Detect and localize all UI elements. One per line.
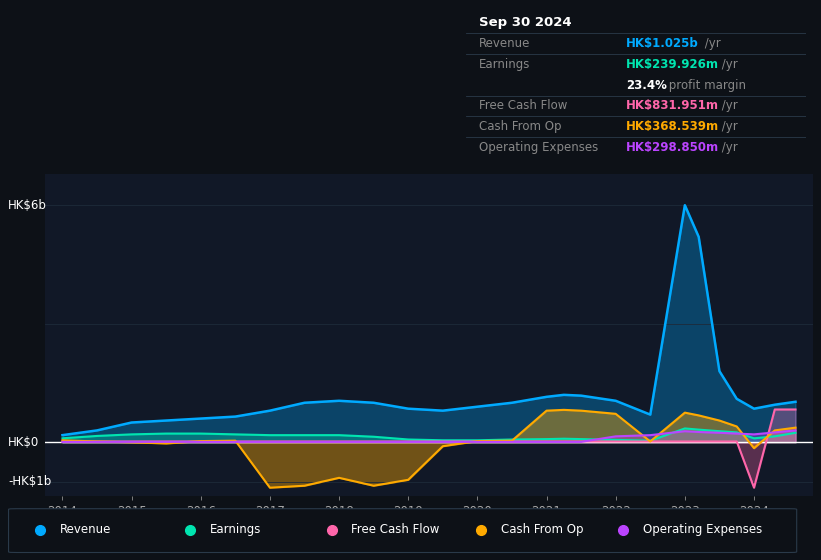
Text: /yr: /yr [700, 37, 720, 50]
Text: /yr: /yr [718, 100, 737, 113]
Text: Operating Expenses: Operating Expenses [479, 141, 599, 154]
Text: Operating Expenses: Operating Expenses [643, 523, 762, 536]
FancyBboxPatch shape [8, 508, 796, 553]
Text: HK$831.951m: HK$831.951m [626, 100, 718, 113]
Text: profit margin: profit margin [665, 78, 745, 92]
Text: Earnings: Earnings [479, 58, 530, 71]
Text: HK$0: HK$0 [8, 436, 39, 449]
Text: Earnings: Earnings [209, 523, 261, 536]
Text: Cash From Op: Cash From Op [501, 523, 584, 536]
Text: HK$298.850m: HK$298.850m [626, 141, 718, 154]
Text: HK$6b: HK$6b [8, 199, 47, 212]
Text: Free Cash Flow: Free Cash Flow [351, 523, 440, 536]
Text: Free Cash Flow: Free Cash Flow [479, 100, 567, 113]
Text: /yr: /yr [718, 141, 737, 154]
Text: Revenue: Revenue [479, 37, 530, 50]
Text: 23.4%: 23.4% [626, 78, 667, 92]
Text: Revenue: Revenue [60, 523, 111, 536]
Text: /yr: /yr [718, 58, 737, 71]
Text: Sep 30 2024: Sep 30 2024 [479, 16, 571, 29]
Text: Cash From Op: Cash From Op [479, 120, 562, 133]
Text: HK$239.926m: HK$239.926m [626, 58, 718, 71]
Text: HK$368.539m: HK$368.539m [626, 120, 718, 133]
Text: /yr: /yr [718, 120, 737, 133]
Text: HK$1.025b: HK$1.025b [626, 37, 699, 50]
Text: -HK$1b: -HK$1b [8, 475, 52, 488]
